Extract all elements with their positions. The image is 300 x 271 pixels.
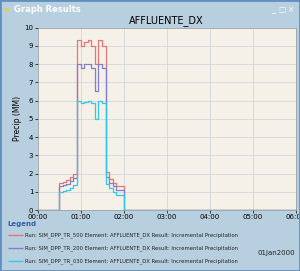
Text: Run: SIM_DPP_TR_200 Element: AFFLUENTE_DX Result: Incremental Precipitation: Run: SIM_DPP_TR_200 Element: AFFLUENTE_D… [25, 246, 238, 251]
Text: _: _ [271, 5, 275, 14]
Y-axis label: Precip (MM): Precip (MM) [13, 96, 22, 141]
Text: Run: SIM_DPP_TR_500 Element: AFFLUENTE_DX Result: Incremental Precipitation: Run: SIM_DPP_TR_500 Element: AFFLUENTE_D… [25, 232, 238, 238]
Text: Graph Results: Graph Results [14, 5, 80, 14]
Text: ×: × [288, 5, 294, 14]
Title: AFFLUENTE_DX: AFFLUENTE_DX [129, 15, 204, 26]
Text: ≡: ≡ [4, 5, 9, 14]
Text: Legend: Legend [8, 221, 37, 227]
Text: 01Jan2000: 01Jan2000 [258, 250, 296, 256]
Text: Run: SIM_DPP_TR_030 Element: AFFLUENTE_DX Result: Incremental Precipitation: Run: SIM_DPP_TR_030 Element: AFFLUENTE_D… [25, 259, 238, 264]
Text: □: □ [278, 5, 286, 14]
